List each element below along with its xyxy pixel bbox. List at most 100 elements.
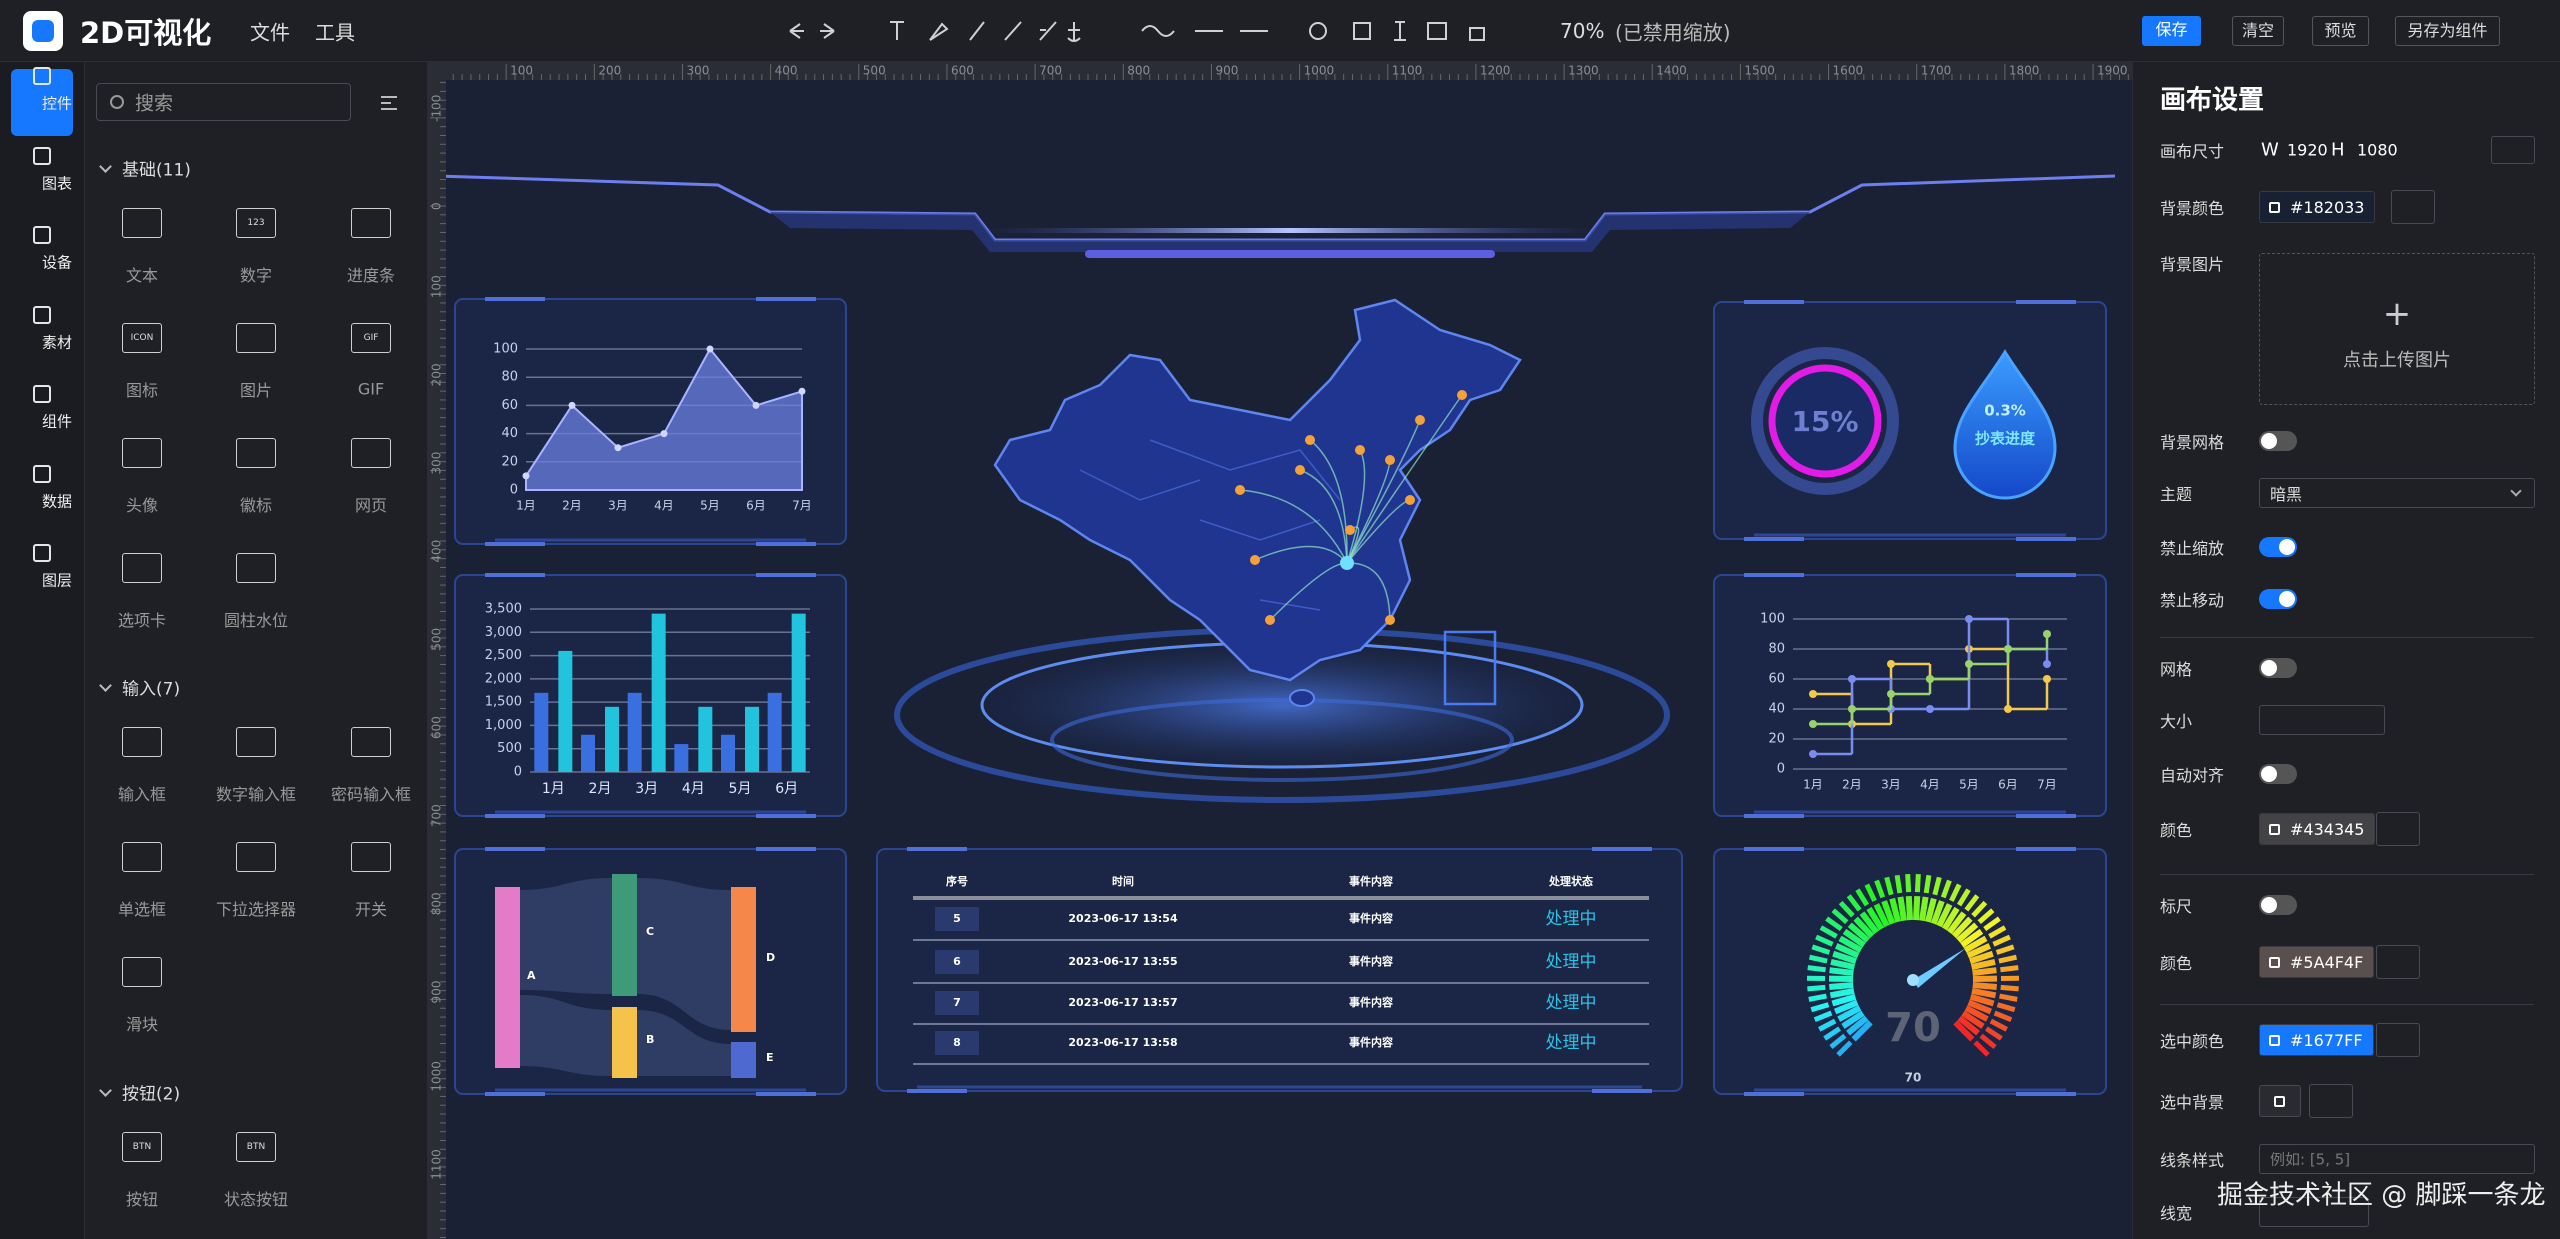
item-icon[interactable] (236, 323, 276, 353)
group-title[interactable]: 输入(7) (122, 679, 181, 700)
item-label[interactable]: 单选框 (117, 900, 167, 919)
item-label[interactable]: 头像 (125, 496, 159, 515)
item-label[interactable]: GIF (357, 379, 385, 399)
item-label[interactable]: 圆柱水位 (223, 611, 289, 630)
nav-label[interactable]: 图层 (42, 571, 73, 590)
ring-inner (1768, 364, 1882, 478)
item-label[interactable]: 数字 (239, 266, 273, 285)
button[interactable]: 保存 (2142, 16, 2201, 46)
nav-label[interactable]: 设备 (42, 253, 73, 272)
text-input[interactable] (2259, 705, 2385, 735)
item-label[interactable]: 密码输入框 (330, 785, 412, 804)
item-label[interactable]: 文本 (125, 266, 159, 285)
item-icon[interactable]: 123 (236, 208, 276, 238)
item-label[interactable]: 网页 (354, 496, 388, 515)
group-caret[interactable] (99, 1084, 112, 1097)
reset-button[interactable] (2391, 190, 2435, 224)
item-label[interactable]: 输入框 (117, 785, 167, 804)
nav-icon[interactable] (33, 305, 51, 324)
item-label[interactable]: 进度条 (346, 266, 396, 285)
toggle[interactable] (2259, 537, 2297, 557)
nav-icon[interactable] (33, 226, 51, 244)
nav-label[interactable]: 素材 (42, 333, 73, 351)
nav-icon[interactable] (33, 464, 51, 483)
nav-icon[interactable] (33, 146, 51, 165)
toggle[interactable] (2259, 589, 2297, 609)
item-icon[interactable] (122, 727, 162, 757)
group-title[interactable]: 基础(11) (122, 160, 191, 181)
item-icon[interactable]: ICON (122, 323, 162, 353)
button[interactable]: 另存为组件 (2395, 16, 2500, 46)
toggle[interactable] (2259, 658, 2297, 678)
text-input[interactable] (2259, 1197, 2369, 1227)
gauge-tick (1810, 1002, 1830, 1013)
toolbar[interactable] (770, 0, 1490, 62)
item-label[interactable]: 图标 (125, 381, 159, 400)
item-icon[interactable]: GIF (351, 323, 391, 353)
item-icon[interactable] (122, 553, 162, 583)
toggle[interactable] (2259, 895, 2297, 915)
item-icon[interactable] (236, 438, 276, 468)
item-icon[interactable] (351, 842, 391, 872)
color-swatch[interactable]: #5A4F4F (2259, 946, 2375, 978)
text-input[interactable]: 例如: [5, 5] (2259, 1144, 2535, 1174)
bar (745, 706, 759, 772)
select[interactable]: 暗黑 (2259, 478, 2535, 508)
upload-box[interactable]: + 点击上传图片 (2259, 253, 2535, 405)
item-icon[interactable] (236, 727, 276, 757)
item-label[interactable]: 下拉选择器 (215, 900, 297, 919)
filter-icon[interactable] (381, 102, 391, 104)
filter-icon[interactable] (381, 96, 397, 98)
item-label[interactable]: 开关 (354, 900, 388, 919)
item-icon[interactable] (122, 208, 162, 238)
more-button[interactable] (2491, 136, 2535, 164)
item-label[interactable]: 滑块 (125, 1015, 159, 1034)
table-cell: 事件内容 (1349, 995, 1393, 1009)
nav-label[interactable]: 控件 (42, 94, 73, 113)
item-icon[interactable] (351, 208, 391, 238)
item-label[interactable]: 状态按钮 (223, 1190, 289, 1209)
item-icon[interactable] (122, 842, 162, 872)
logo[interactable] (23, 11, 63, 51)
color-swatch[interactable]: #182033 (2259, 191, 2376, 223)
size-h[interactable]: 1080 (2357, 140, 2398, 160)
item-icon[interactable] (236, 842, 276, 872)
item-icon[interactable] (122, 957, 162, 987)
group-title[interactable]: 按钮(2) (122, 1084, 181, 1105)
nav-label[interactable]: 组件 (42, 412, 73, 431)
reset-button[interactable] (2309, 1084, 2353, 1118)
reset-button[interactable] (2376, 1023, 2420, 1057)
color-swatch[interactable]: #1677FF (2259, 1024, 2374, 1056)
item-label[interactable]: 按钮 (125, 1190, 159, 1209)
item-icon[interactable] (351, 727, 391, 757)
item-icon[interactable]: BTN (236, 1132, 276, 1162)
nav-label[interactable]: 图表 (42, 174, 73, 192)
item-icon[interactable]: BTN (122, 1132, 162, 1162)
item-label[interactable]: 选项卡 (117, 611, 167, 630)
button[interactable]: 预览 (2312, 16, 2369, 46)
reset-button[interactable] (2376, 812, 2420, 846)
nav-icon[interactable] (33, 67, 51, 85)
item-label[interactable]: 数字输入框 (215, 785, 297, 804)
item-icon[interactable] (351, 438, 391, 468)
nav-icon[interactable] (33, 385, 51, 403)
toggle[interactable] (2259, 764, 2297, 784)
item-icon[interactable] (122, 438, 162, 468)
group-caret[interactable] (99, 679, 112, 692)
menu-item[interactable]: 文件 (250, 20, 290, 45)
toggle[interactable] (2259, 431, 2297, 451)
menu-item[interactable]: 工具 (315, 20, 355, 45)
reset-button[interactable] (2376, 945, 2420, 979)
search-box[interactable] (96, 83, 351, 121)
item-label[interactable]: 图片 (239, 381, 273, 400)
nav-label[interactable]: 数据 (42, 492, 73, 510)
item-label[interactable]: 徽标 (239, 496, 273, 515)
button[interactable]: 清空 (2232, 16, 2284, 46)
filter-icon[interactable] (381, 108, 397, 110)
size-w[interactable]: 1920 (2287, 140, 2328, 160)
nav-icon[interactable] (33, 544, 51, 562)
color-swatch[interactable]: #434345 (2259, 813, 2376, 845)
color-swatch[interactable] (2259, 1085, 2301, 1117)
item-icon[interactable] (236, 553, 276, 583)
group-caret[interactable] (99, 160, 112, 173)
